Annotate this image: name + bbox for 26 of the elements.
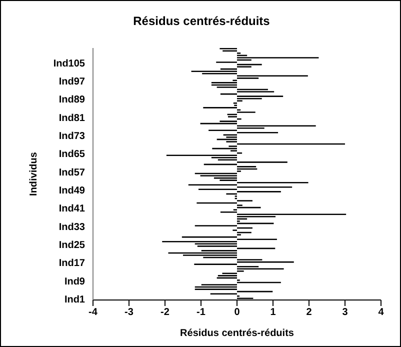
y-tick-label: Ind49 <box>58 185 86 196</box>
x-tick-label: 0 <box>234 307 240 318</box>
x-tick-label: -2 <box>160 307 170 318</box>
y-tick-label: Ind105 <box>53 58 86 70</box>
x-tick-label: -4 <box>88 307 98 318</box>
y-tick-label: Ind89 <box>58 94 86 106</box>
x-axis-title: Résidus centrés-réduits <box>180 328 294 339</box>
y-tick-label: Ind17 <box>58 258 86 270</box>
y-tick-label: Ind9 <box>64 276 86 288</box>
y-tick-label: Ind65 <box>58 149 86 160</box>
y-axis-title: Individus <box>28 152 40 196</box>
y-tick-label: Ind33 <box>58 222 86 233</box>
y-tick-label: Ind25 <box>58 240 86 251</box>
y-tick-label: Ind73 <box>58 130 86 142</box>
y-tick-label: Ind41 <box>58 204 86 215</box>
y-tick-label: Ind97 <box>58 76 86 88</box>
x-tick-label: 4 <box>378 307 384 318</box>
x-tick-label: -3 <box>124 307 134 318</box>
y-tick-label: Ind81 <box>58 112 86 124</box>
chart-title: Résidus centrés-réduits <box>132 14 271 28</box>
x-tick-label: 1 <box>270 307 276 318</box>
x-tick-label: 3 <box>342 307 348 318</box>
y-tick-label: Ind57 <box>58 167 86 178</box>
x-tick-label: 2 <box>306 307 312 318</box>
x-tick-label: -1 <box>196 307 206 318</box>
y-tick-label: Ind1 <box>64 294 86 306</box>
